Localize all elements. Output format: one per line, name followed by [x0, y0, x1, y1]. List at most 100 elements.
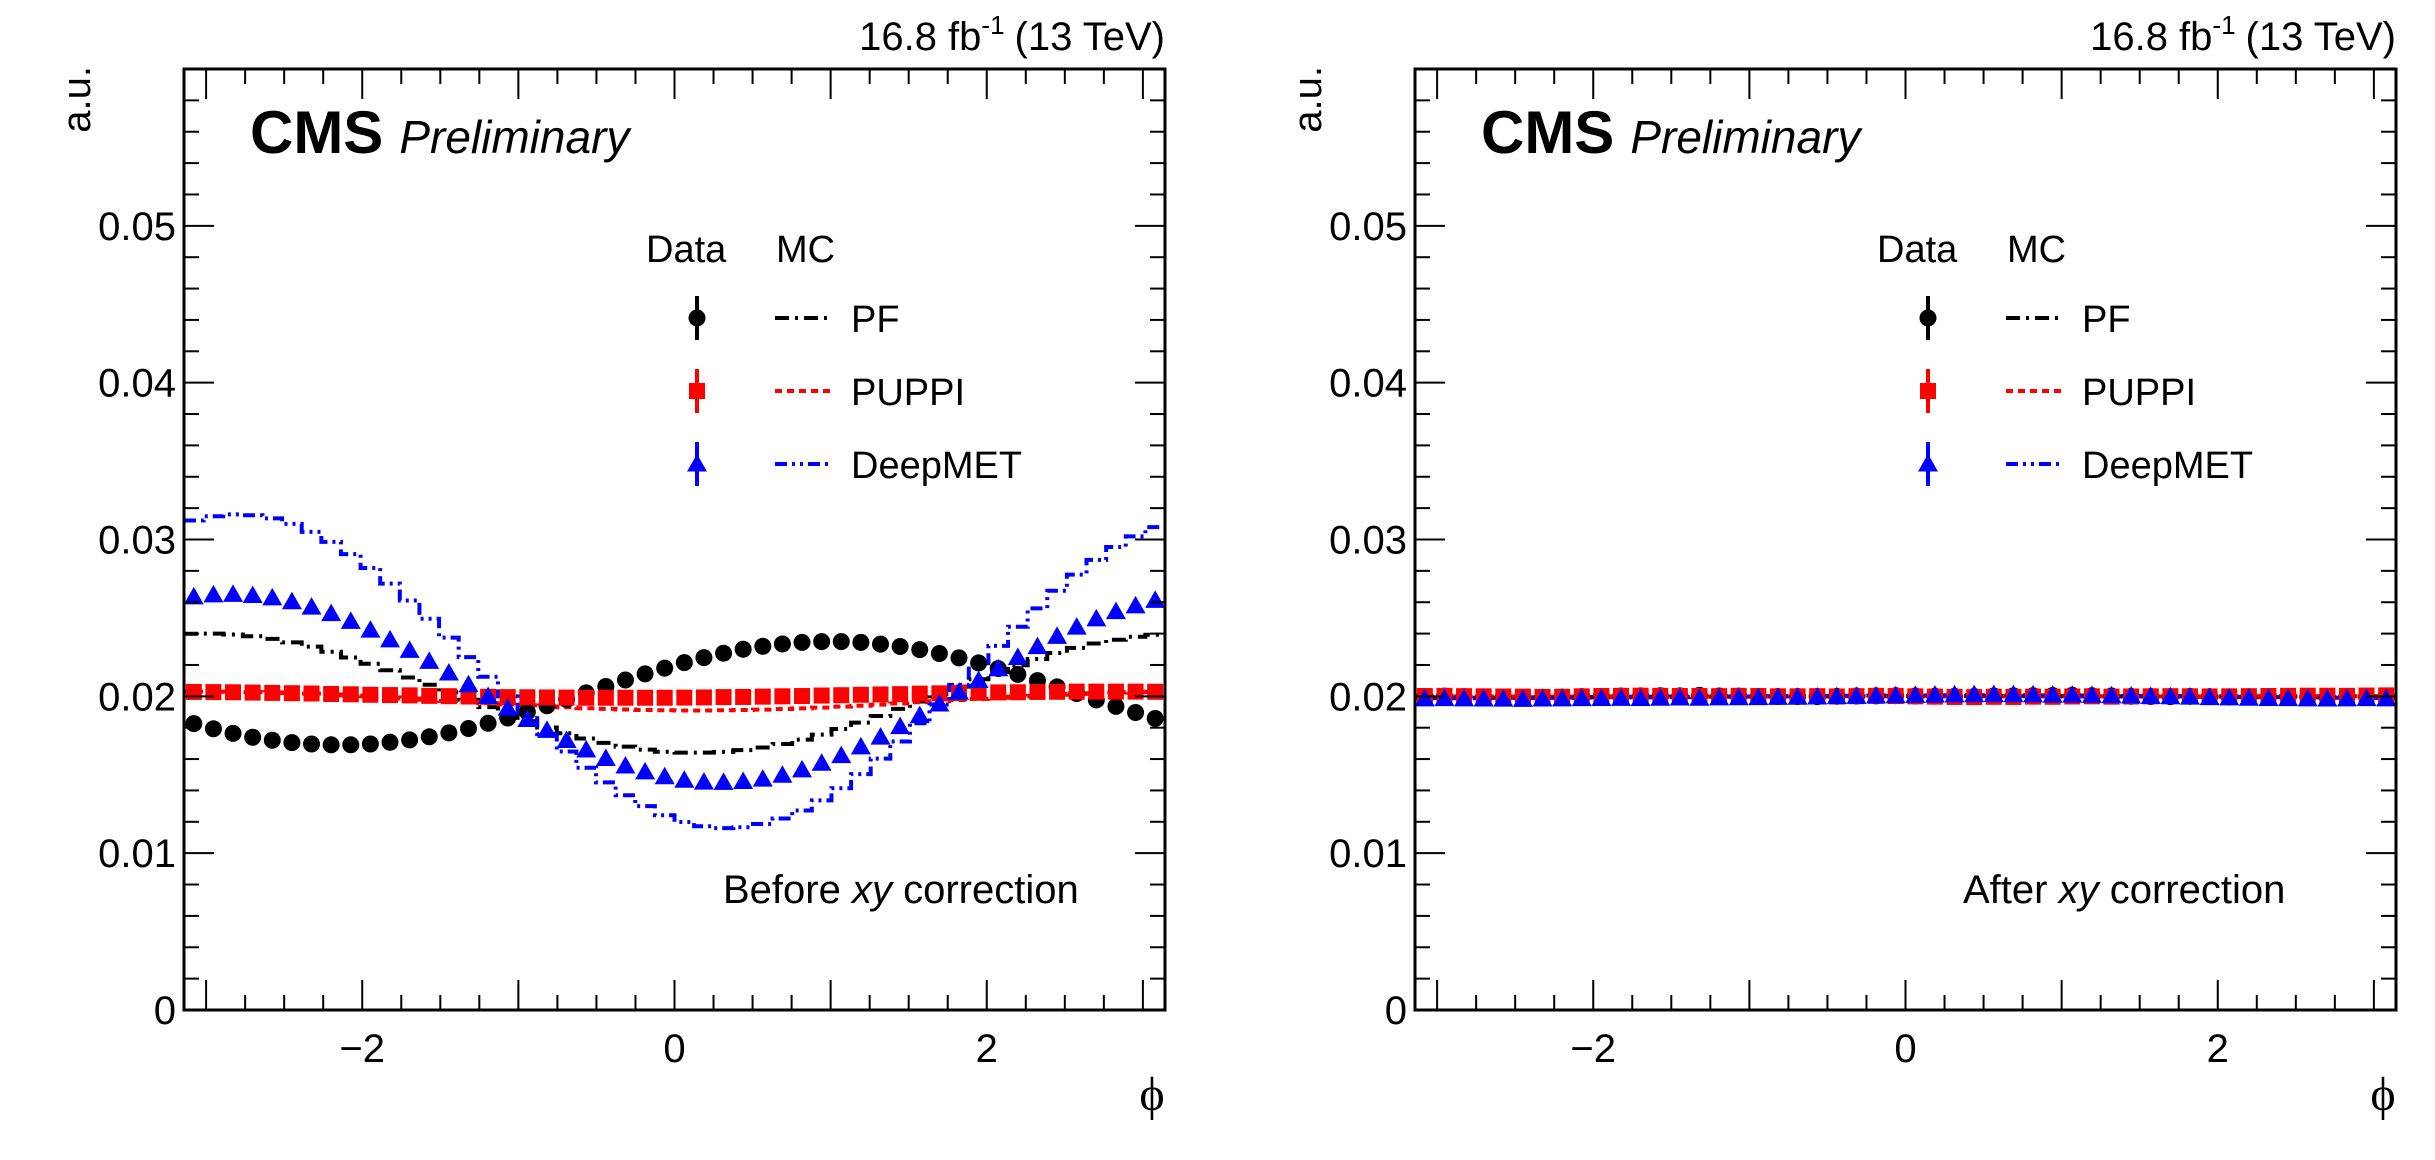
- left-data-puppi-point: [283, 685, 300, 702]
- left-data-puppi-point: [460, 688, 477, 705]
- left-y-tick-label: 0.02: [98, 675, 176, 719]
- right-y-tick-label: 0: [1385, 989, 1407, 1033]
- left-data-pf-point: [1146, 709, 1164, 727]
- left-plot-marks: [183, 512, 1166, 831]
- left-data-pf-point: [459, 719, 477, 737]
- left-lumi-exponent: -1: [981, 10, 1004, 40]
- left-mc-deepmet-line: [184, 512, 1165, 831]
- left-data-puppi-point: [911, 685, 928, 702]
- left-data-deepmet-point: [850, 736, 871, 755]
- left-data-puppi-point: [754, 688, 771, 705]
- left-data-pf-point: [970, 654, 988, 672]
- left-data-deepmet-point: [203, 584, 224, 603]
- left-data-pf-point: [1009, 665, 1027, 683]
- left-data-deepmet-point: [1105, 601, 1126, 620]
- left-data-puppi-point: [990, 684, 1007, 701]
- left-data-deepmet-point: [438, 662, 459, 681]
- right-y-tick-label: 0.03: [1329, 519, 1407, 563]
- left-data-puppi-point: [794, 688, 811, 705]
- left-data-deepmet-point: [831, 745, 852, 764]
- left-data-deepmet-point: [988, 658, 1009, 677]
- left-data-pf-point: [715, 644, 733, 662]
- right-data-deepmet-point: [1866, 686, 1887, 704]
- right-legend-label-deepmet: DeepMET: [2082, 445, 2253, 487]
- left-data-puppi-point: [519, 689, 536, 706]
- left-data-pf-point: [263, 731, 281, 749]
- left-cms-status: Preliminary: [399, 111, 632, 163]
- left-data-deepmet-point: [478, 686, 499, 704]
- right-cms-experiment: CMS: [1481, 99, 1614, 166]
- left-y-axis-label: a.u.: [55, 66, 99, 133]
- right-annotation-suffix: correction: [2099, 868, 2286, 912]
- left-data-deepmet-point: [929, 694, 950, 712]
- right-data-deepmet-point: [1571, 688, 1592, 707]
- left-lumi-label: 16.8 fb-1 (13 TeV): [859, 10, 1165, 59]
- left-data-puppi-point: [872, 686, 889, 703]
- right-axis-ticks: [1415, 68, 2396, 1011]
- right-data-deepmet-point: [2278, 688, 2299, 707]
- left-data-deepmet-point: [183, 586, 204, 605]
- right-tick-labels: −2 0 2 0 0.01 0.02 0.03 0.04 0.05: [1329, 205, 2229, 1071]
- right-data-deepmet-point: [2081, 685, 2102, 703]
- left-data-pf-point: [381, 733, 399, 751]
- left-data-puppi-point: [362, 686, 379, 703]
- left-data-pf-point: [852, 633, 870, 651]
- left-data-puppi-point: [558, 689, 575, 706]
- left-data-puppi-point: [1107, 683, 1124, 700]
- left-data-puppi-point: [1088, 683, 1105, 700]
- right-data-deepmet-point: [1493, 689, 1514, 707]
- right-data-deepmet-point: [1728, 687, 1749, 706]
- left-data-puppi-point: [205, 684, 222, 701]
- left-data-puppi-point: [1009, 684, 1026, 701]
- right-data-deepmet-point: [2042, 685, 2063, 703]
- left-data-pf-point: [342, 736, 360, 754]
- left-data-pf-point: [930, 645, 948, 663]
- right-legend-puppi-marker: [1920, 383, 1936, 399]
- left-data-puppi-point: [695, 689, 712, 706]
- left-tick-labels: −2 0 2 0 0.01 0.02 0.03 0.04 0.05: [98, 205, 998, 1071]
- left-axis-ticks: [184, 68, 1165, 1011]
- right-data-deepmet-point: [1983, 684, 2004, 703]
- left-data-pf-point: [322, 736, 340, 754]
- left-data-deepmet-point: [890, 716, 911, 735]
- left-data-deepmet-point: [870, 727, 891, 745]
- left-data-deepmet-point: [1086, 608, 1107, 627]
- right-data-deepmet-point: [1591, 688, 1612, 707]
- left-data-deepmet-point: [713, 772, 734, 790]
- left-legend-label-puppi: PUPPI: [851, 372, 965, 414]
- left-data-puppi-points: [185, 683, 1164, 706]
- right-data-deepmet-point: [2003, 684, 2024, 703]
- right-data-deepmet-point: [1669, 688, 1690, 706]
- left-data-deepmet-point: [909, 705, 930, 724]
- right-data-deepmet-point: [1826, 686, 1847, 705]
- right-data-deepmet-point: [2356, 688, 2377, 707]
- left-data-deepmet-point: [340, 611, 361, 629]
- right-data-deepmet-point: [1767, 687, 1788, 705]
- left-data-pf-point: [1127, 703, 1145, 721]
- left-cms-label: CMS Preliminary: [250, 99, 632, 166]
- left-data-deepmet-point: [576, 739, 597, 758]
- right-data-deepmet-point: [1748, 687, 1769, 706]
- left-data-puppi-point: [1029, 683, 1046, 700]
- left-data-puppi-point: [244, 684, 261, 701]
- right-data-deepmet-point: [2101, 685, 2122, 704]
- left-x-tick-label: 0: [663, 1027, 685, 1071]
- right-data-deepmet-point: [2336, 688, 2357, 707]
- left-data-pf-point: [1107, 697, 1125, 715]
- left-data-deepmet-point: [1125, 595, 1146, 614]
- left-data-puppi-point: [892, 686, 909, 703]
- left-data-puppi-point: [597, 689, 614, 706]
- left-data-puppi-point: [833, 687, 850, 704]
- left-x-tick-label: −2: [339, 1027, 385, 1071]
- right-legend-symbols: [1918, 296, 2064, 486]
- right-data-deepmet-point: [2219, 687, 2240, 706]
- left-data-deepmet-point: [654, 766, 675, 785]
- left-data-pf-point: [420, 728, 438, 746]
- left-annotation-xy: xy: [850, 868, 895, 912]
- left-data-puppi-point: [342, 686, 359, 703]
- left-data-pf-point: [793, 633, 811, 651]
- left-data-puppi-point: [735, 688, 752, 705]
- left-data-puppi-point: [637, 689, 654, 706]
- right-data-deepmet-point: [1944, 684, 1965, 703]
- left-data-puppi-point: [852, 686, 869, 703]
